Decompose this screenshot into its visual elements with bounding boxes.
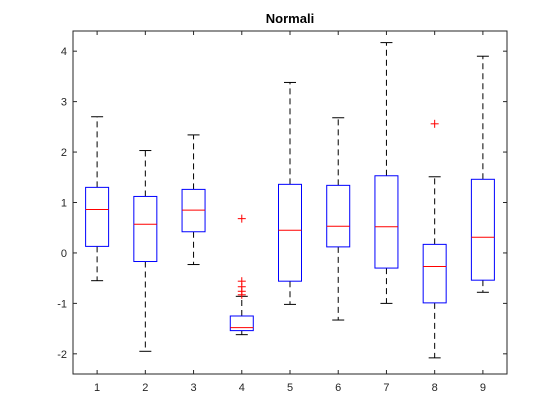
x-tick-label: 2	[142, 382, 148, 394]
x-tick-label: 5	[287, 382, 293, 394]
box	[278, 183, 302, 282]
box	[374, 175, 399, 269]
x-tick-label: 8	[432, 382, 438, 394]
outlier-marker	[237, 290, 246, 299]
boxes-layer	[85, 42, 495, 359]
box	[326, 184, 351, 248]
box-group-6	[326, 117, 351, 321]
axes-layer: -2 -1 0 1 2 3 4 1 2 3 4 5 6 7 8 9	[57, 30, 508, 394]
outlier-marker	[430, 119, 439, 128]
x-tick-label: 6	[335, 382, 341, 394]
box-group-5	[278, 81, 302, 305]
y-tick-label: 2	[61, 147, 67, 159]
box-group-7	[374, 42, 399, 304]
y-tick-label: 3	[61, 97, 67, 109]
y-tick-label: 1	[61, 198, 67, 210]
box	[470, 178, 495, 281]
x-tick-label: 9	[480, 382, 486, 394]
box-group-1	[85, 116, 110, 282]
box	[85, 186, 110, 247]
x-tick-label: 3	[190, 382, 196, 394]
x-tick-label: 4	[239, 382, 245, 394]
x-tick-label: 7	[383, 382, 389, 394]
box-group-4	[229, 214, 254, 336]
box-group-9	[470, 55, 495, 293]
y-tick-label: -1	[57, 298, 67, 310]
x-tick-label: 1	[94, 382, 100, 394]
box	[422, 243, 447, 304]
box-group-8	[422, 119, 447, 359]
box	[229, 315, 254, 332]
y-tick-label: -2	[57, 349, 67, 361]
chart-title: Normali	[266, 11, 314, 26]
box-group-2	[133, 150, 158, 352]
outlier-marker	[237, 214, 246, 223]
box	[181, 188, 206, 233]
y-tick-label: 4	[61, 46, 67, 58]
y-tick-label: 0	[61, 248, 67, 260]
box-group-3	[181, 134, 206, 266]
box	[133, 195, 158, 263]
